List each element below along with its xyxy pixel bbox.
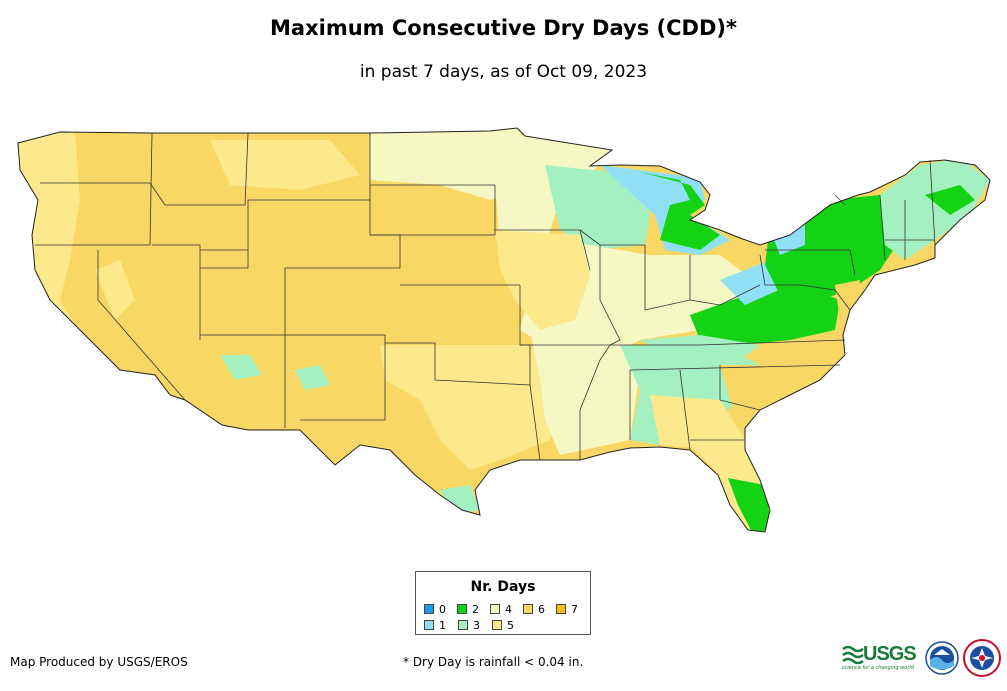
- legend-item: 2: [457, 601, 490, 617]
- legend-label: 7: [571, 602, 578, 616]
- legend-row-2: 1 3 5: [424, 617, 589, 633]
- legend-swatch-6: [523, 604, 533, 614]
- legend-swatch-5: [492, 620, 502, 630]
- legend-label: 5: [507, 618, 514, 632]
- legend-item: 5: [492, 617, 526, 633]
- usgs-wordmark: USGS: [863, 643, 917, 665]
- region-kentucky-teal: [640, 335, 760, 360]
- region-texas-east: [380, 345, 560, 470]
- legend-item: 1: [424, 617, 458, 633]
- region-maine-green: [925, 185, 975, 215]
- usgs-tagline: science for a changing world: [842, 665, 914, 671]
- legend-title: Nr. Days: [470, 579, 536, 595]
- legend-label: 3: [473, 618, 480, 632]
- legend: Nr. Days 0 2 4 6 7 1 3 5: [415, 571, 591, 635]
- map-credit: Map Produced by USGS/EROS: [10, 655, 188, 669]
- legend-swatch-4: [490, 604, 500, 614]
- region-texas-coast-green: [440, 485, 480, 515]
- legend-label: 0: [439, 602, 446, 616]
- us-outline: [17, 127, 991, 533]
- legend-item: 0: [424, 601, 457, 617]
- nws-logo-icon: [963, 639, 1001, 677]
- legend-swatch-3: [458, 620, 468, 630]
- legend-item: 6: [523, 601, 556, 617]
- legend-label: 1: [439, 618, 446, 632]
- region-michigan-green: [620, 168, 720, 250]
- legend-swatch-0: [424, 604, 434, 614]
- legend-swatch-1: [424, 620, 434, 630]
- usgs-logo: USGS science for a changing world: [842, 643, 920, 675]
- region-lower-miss: [530, 330, 640, 455]
- legend-label: 6: [538, 602, 545, 616]
- legend-item: 7: [556, 601, 589, 617]
- region-carolinas: [720, 365, 800, 425]
- legend-swatch-7: [556, 604, 566, 614]
- legend-grid: 0 2 4 6 7 1 3 5: [424, 601, 589, 633]
- map-title: Maximum Consecutive Dry Days (CDD)*: [270, 16, 737, 40]
- legend-item: 3: [458, 617, 492, 633]
- state-borders: [35, 132, 936, 461]
- region-florida-green: [728, 478, 772, 532]
- usgs-waves-icon: [842, 645, 864, 665]
- noaa-logo-icon: [925, 641, 959, 675]
- legend-label: 2: [472, 602, 479, 616]
- region-arizona-patch: [220, 355, 262, 380]
- map-subtitle: in past 7 days, as of Oct 09, 2023: [359, 62, 648, 82]
- legend-swatch-2: [457, 604, 467, 614]
- dry-day-footnote: * Dry Day is rainfall < 0.04 in.: [403, 655, 584, 669]
- legend-label: 4: [505, 602, 512, 616]
- region-iowa-missouri: [495, 230, 590, 330]
- region-nm-patch: [295, 365, 330, 390]
- region-appalachia-green: [690, 285, 840, 345]
- legend-item: 4: [490, 601, 523, 617]
- us-dry-days-map: [17, 127, 991, 533]
- region-new-england: [880, 158, 990, 260]
- legend-row-1: 0 2 4 6 7: [424, 601, 589, 617]
- region-california-patch: [95, 260, 135, 320]
- region-north-plains: [370, 128, 525, 200]
- region-georgia: [650, 395, 745, 450]
